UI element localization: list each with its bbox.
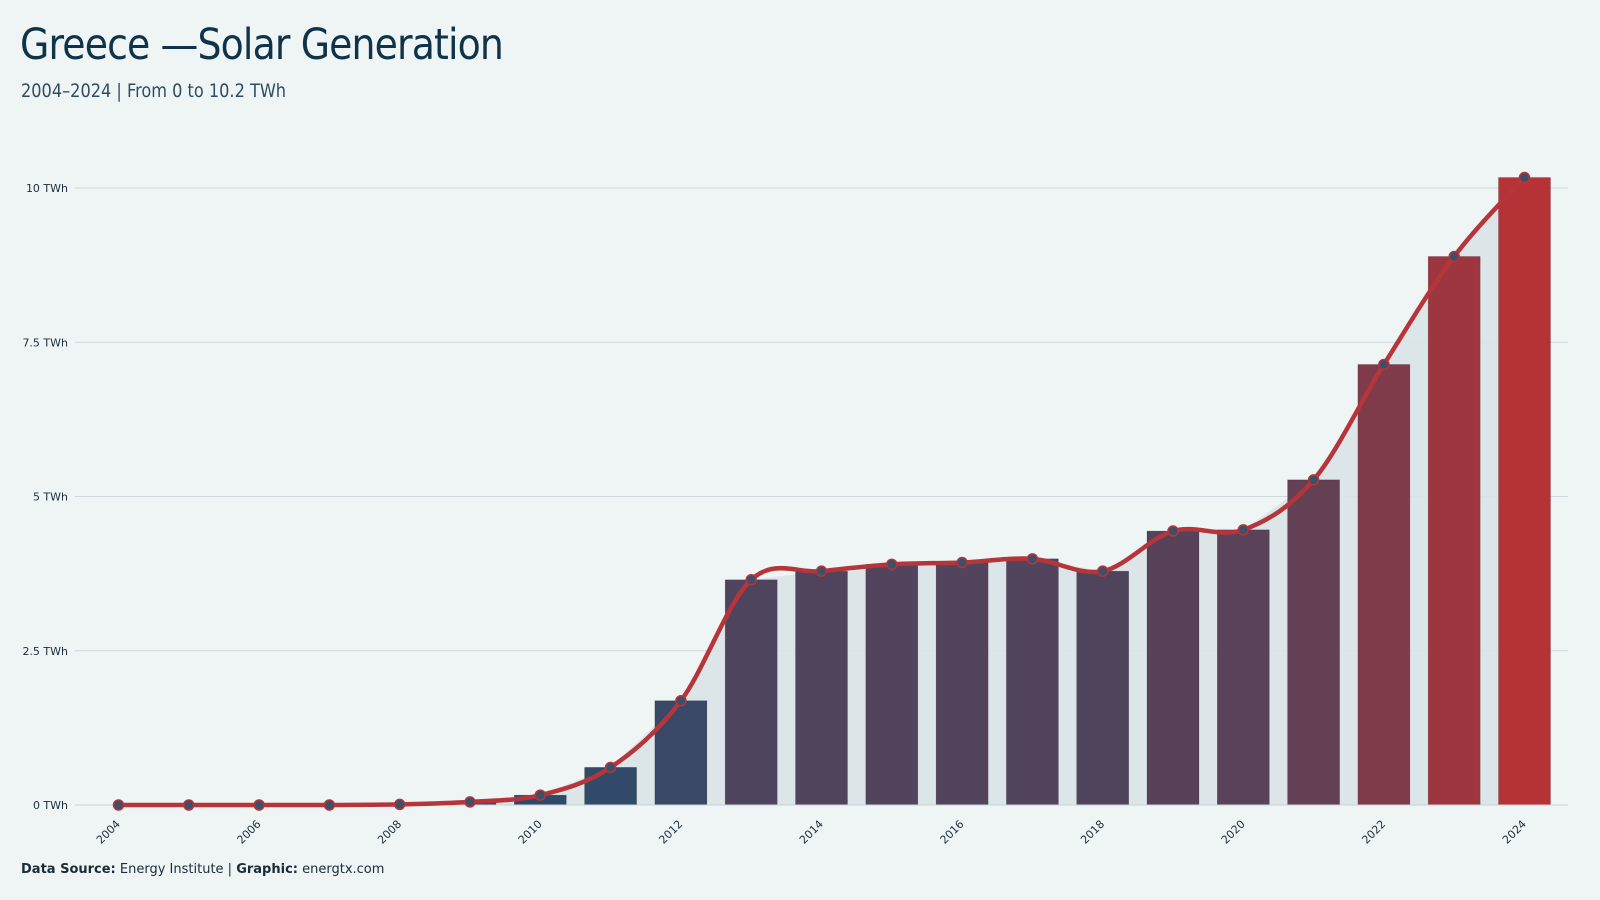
point-2007 — [323, 799, 336, 811]
x-tick-label: 2024 — [1500, 818, 1529, 847]
point-2020 — [1237, 524, 1250, 536]
bar-2012 — [654, 700, 708, 806]
x-tick-label: 2006 — [235, 818, 264, 847]
y-tick-label: 2.5 TWh — [22, 645, 68, 658]
point-2010 — [534, 789, 547, 801]
point-2019 — [1167, 525, 1179, 537]
source-value: Energy Institute | — [119, 862, 233, 877]
x-tick-label: 2022 — [1359, 818, 1388, 847]
x-tick-label: 2018 — [1078, 818, 1107, 847]
point-2016 — [956, 556, 968, 569]
point-2021 — [1307, 474, 1320, 486]
bar-2022 — [1357, 364, 1411, 806]
trend-line — [116, 175, 1527, 808]
bar-2014 — [795, 570, 848, 806]
point-2008 — [393, 798, 406, 811]
x-tick-label: 2016 — [938, 818, 967, 847]
bar-2020 — [1217, 529, 1270, 806]
point-2024 — [1518, 171, 1531, 184]
y-tick-label: 7.5 TWh — [22, 336, 68, 349]
y-tick-label: 0 TWh — [33, 799, 68, 812]
x-tick-label: 2020 — [1219, 818, 1248, 847]
x-tick-label: 2008 — [375, 818, 404, 847]
footer-credits: Data Source: Energy Institute | Graphic:… — [21, 862, 384, 877]
bar-2017 — [1006, 558, 1059, 806]
bar-2023 — [1427, 256, 1481, 806]
x-tick-label: 2004 — [94, 818, 123, 847]
chart-subtitle: 2004–2024 | From 0 to 10.2 TWh — [21, 80, 287, 102]
chart-title: Greece —Solar Generation — [20, 20, 504, 70]
point-2009 — [464, 796, 476, 808]
point-2023 — [1448, 250, 1460, 263]
bar-2011 — [584, 767, 637, 806]
point-2011 — [604, 761, 617, 774]
point-2004 — [112, 799, 125, 811]
point-2013 — [745, 574, 757, 586]
bar-2018 — [1076, 570, 1129, 806]
bar-2024 — [1498, 177, 1551, 806]
bar-2015 — [865, 564, 919, 806]
x-tick-label: 2014 — [797, 818, 826, 847]
point-2017 — [1026, 553, 1039, 565]
point-2022 — [1378, 358, 1390, 371]
x-tick-label: 2012 — [656, 818, 685, 847]
x-tick-label: 2010 — [516, 818, 545, 847]
graphic-value: energtx.com — [302, 862, 385, 877]
graphic-label: Graphic: — [236, 862, 298, 877]
bar-2013 — [724, 579, 778, 806]
point-2015 — [886, 558, 898, 571]
point-2018 — [1096, 565, 1109, 577]
source-label: Data Source: — [21, 862, 116, 877]
point-2014 — [815, 565, 828, 577]
point-2005 — [183, 799, 195, 811]
bar-2021 — [1287, 479, 1340, 806]
point-2012 — [675, 694, 687, 707]
y-tick-label: 10 TWh — [26, 182, 68, 195]
point-2006 — [253, 799, 265, 811]
bar-2019 — [1146, 530, 1200, 806]
bar-2016 — [935, 562, 989, 806]
y-tick-label: 5 TWh — [33, 491, 68, 504]
